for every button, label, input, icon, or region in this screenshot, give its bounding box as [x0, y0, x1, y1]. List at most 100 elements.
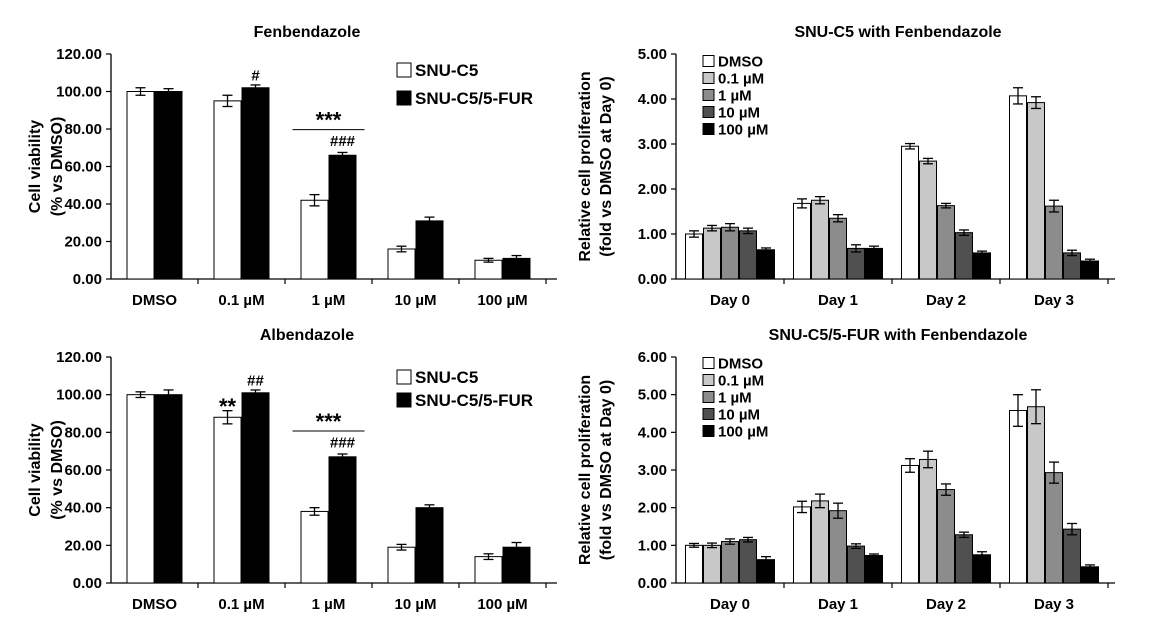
legend-label: SNU-C5	[415, 61, 478, 80]
bar	[901, 145, 919, 280]
bar	[937, 489, 955, 584]
chart-panel-4: SNU-C5/5-FUR with Fenbendazole Relative c…	[577, 327, 1115, 613]
y-tick-label: 6.00	[638, 349, 667, 366]
significance-marker: ##	[247, 372, 264, 389]
bar	[919, 458, 937, 584]
y-tick-label: 60.00	[64, 462, 102, 479]
legend-swatch	[396, 90, 412, 106]
chart-panel-1: Fenbendazole Cell viability (% vs DMSO) 0.0…	[27, 24, 557, 309]
y-tick-label: 80.00	[64, 424, 102, 441]
bar	[300, 199, 329, 280]
y-tick-label: 2.00	[638, 181, 667, 198]
x-tick-label: 1 µM	[312, 292, 346, 309]
bar	[973, 252, 991, 280]
bar	[901, 464, 919, 584]
x-tick-label: Day 2	[926, 596, 966, 613]
y-tick-label: 5.00	[638, 46, 667, 63]
bar	[1009, 95, 1027, 280]
legend-swatch	[702, 374, 715, 386]
bar	[829, 217, 847, 280]
chart-title: Albendazole	[260, 327, 354, 344]
bar	[955, 534, 973, 584]
x-tick-label: DMSO	[132, 596, 177, 613]
legend-swatch	[702, 391, 715, 403]
y-tick-label: 0.00	[73, 271, 102, 288]
bar	[703, 227, 721, 280]
bar	[474, 259, 503, 280]
bar	[847, 247, 865, 280]
bar	[703, 544, 721, 584]
legend-label: SNU-C5/5-FUR	[415, 391, 533, 410]
bar	[213, 100, 242, 280]
y-tick-label: 3.00	[638, 136, 667, 153]
x-tick-label: Day 1	[818, 292, 858, 309]
x-tick-label: Day 3	[1034, 596, 1074, 613]
legend-label: DMSO	[718, 355, 763, 372]
bar	[685, 544, 703, 584]
y-tick-label: 2.00	[638, 500, 667, 517]
x-tick-label: 10 µM	[395, 292, 437, 309]
x-tick-label: Day 0	[710, 596, 750, 613]
bar	[739, 230, 757, 280]
significance-marker: ***	[316, 409, 342, 434]
bar	[919, 160, 937, 280]
y-tick-label: 120.00	[56, 46, 102, 63]
legend-swatch	[702, 357, 715, 369]
bar	[154, 394, 183, 584]
y-axis-label: Relative cell proliferation	[577, 71, 594, 261]
chart-title: Fenbendazole	[254, 24, 361, 41]
bar	[415, 507, 444, 584]
bar	[213, 416, 242, 584]
legend-swatch	[396, 392, 412, 408]
bar	[241, 87, 270, 280]
x-tick-label: 1 µM	[312, 596, 346, 613]
legend-swatch	[702, 89, 715, 101]
chart-panel-2: SNU-C5 with Fenbendazole Relative cell pr…	[577, 24, 1115, 309]
significance-marker: ###	[330, 434, 356, 451]
y-tick-label: 20.00	[64, 234, 102, 251]
legend-label: SNU-C5/5-FUR	[415, 89, 533, 108]
chart-panel-3: Albendazole Cell viability (% vs DMSO) 0.00…	[27, 327, 557, 613]
significance-marker: ***	[316, 108, 342, 133]
bar	[1045, 472, 1063, 584]
bar	[739, 539, 757, 584]
x-tick-label: Day 1	[818, 596, 858, 613]
bar	[721, 541, 739, 584]
x-tick-label: 100 µM	[477, 292, 527, 309]
legend-label: 1 µM	[718, 389, 752, 406]
bar	[241, 392, 270, 584]
bar	[865, 555, 883, 584]
y-tick-label: 4.00	[638, 424, 667, 441]
bar	[387, 248, 416, 280]
legend-label: SNU-C5	[415, 368, 478, 387]
bar	[1027, 406, 1045, 584]
significance-marker: ###	[330, 133, 356, 150]
y-tick-label: 100.00	[56, 84, 102, 101]
bar	[685, 233, 703, 280]
bar	[793, 202, 811, 280]
y-axis-label-unit: (% vs DMSO)	[49, 420, 66, 520]
x-tick-label: 0.1 µM	[218, 596, 264, 613]
legend-label: DMSO	[718, 53, 763, 70]
chart-title: SNU-C5/5-FUR with Fenbendazole	[769, 327, 1028, 344]
bar	[937, 205, 955, 280]
bar	[1063, 252, 1081, 280]
bar	[955, 232, 973, 280]
bar	[328, 456, 357, 584]
y-tick-label: 5.00	[638, 387, 667, 404]
bar	[865, 247, 883, 280]
bar	[387, 546, 416, 584]
bar	[811, 500, 829, 584]
y-axis-label: Cell viability	[27, 120, 44, 213]
y-tick-label: 4.00	[638, 91, 667, 108]
legend-swatch	[396, 62, 412, 78]
y-axis-label-unit: (% vs DMSO)	[49, 117, 66, 217]
bar	[847, 545, 865, 584]
bar	[793, 506, 811, 584]
y-tick-label: 60.00	[64, 159, 102, 176]
bar	[829, 510, 847, 584]
y-axis-label: Relative cell proliferation	[577, 375, 594, 565]
legend-swatch	[702, 72, 715, 84]
bar	[154, 91, 183, 280]
bar	[1027, 102, 1045, 280]
